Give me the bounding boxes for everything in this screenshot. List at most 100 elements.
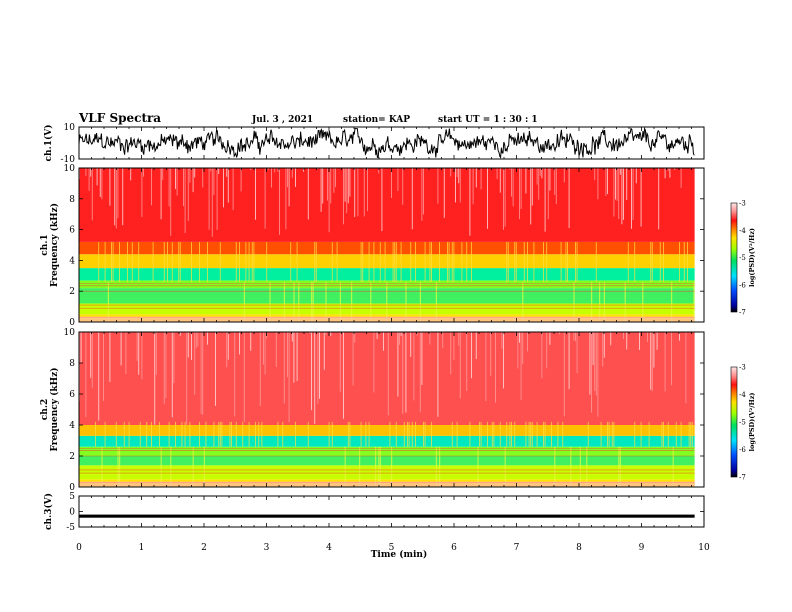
- spectrogram-streak: [475, 332, 477, 360]
- spectrogram-streak: [330, 332, 332, 337]
- spectrogram-streak: [485, 332, 487, 402]
- spectrogram-streak: [130, 168, 132, 181]
- y-axis-label: ch.3(V): [43, 493, 54, 530]
- spectrogram-streak: [325, 281, 327, 322]
- spectrogram-streak: [469, 421, 471, 447]
- spectrogram-band: [79, 268, 695, 281]
- spectrogram-streak: [394, 241, 396, 282]
- x-tick-label: 6: [451, 543, 457, 553]
- spectrogram-streak: [360, 241, 362, 282]
- spectrogram-streak: [480, 168, 482, 190]
- spectrogram-streak: [527, 332, 528, 352]
- spectrogram-streak: [546, 241, 548, 282]
- spectrogram-streak: [519, 332, 520, 343]
- spectrogram-streak: [563, 168, 565, 183]
- spectrogram-streak: [103, 332, 104, 401]
- spectrogram-streak: [101, 168, 103, 200]
- spectrogram-streak: [143, 168, 144, 177]
- colorbar-tick-label: -3: [739, 364, 746, 372]
- spectrogram-streak: [88, 168, 90, 191]
- spectrogram-streak: [240, 168, 242, 192]
- spectrogram-streak: [379, 241, 381, 282]
- y-tick-label: 0: [69, 318, 75, 328]
- y-tick-label: 2: [69, 287, 75, 297]
- spectrogram-streak: [461, 241, 463, 282]
- x-axis-label: Time (min): [371, 549, 428, 560]
- spectrogram-streak: [199, 241, 200, 282]
- x-tick-label: 10: [698, 543, 710, 553]
- spectrogram-streak: [672, 446, 674, 487]
- spectrogram-streak: [563, 332, 565, 417]
- spectrogram-streak: [336, 241, 338, 282]
- y-tick-label: 10: [64, 123, 76, 133]
- y-tick-label: 10: [64, 328, 76, 338]
- spectrogram-streak: [330, 168, 332, 204]
- x-tick-label: 5: [389, 543, 395, 553]
- spectrogram-streak: [179, 241, 181, 282]
- spectrogram-streak: [235, 241, 237, 282]
- spectrogram-streak: [295, 168, 296, 187]
- spectrogram-streak: [373, 241, 375, 282]
- spectrogram-streak: [90, 332, 92, 378]
- spectrogram-streak: [504, 446, 506, 487]
- spectrogram-streak: [128, 421, 130, 447]
- spectrogram-streak: [186, 332, 188, 425]
- spectrogram-streak: [659, 241, 661, 282]
- spectrogram-streak: [242, 421, 244, 447]
- spectrogram-streak: [328, 421, 330, 447]
- spectrogram-band: [79, 241, 695, 255]
- spectrogram-streak: [99, 168, 101, 197]
- spectrogram-streak: [311, 332, 312, 411]
- spectrogram-streak: [179, 332, 181, 336]
- spectrogram-streak: [347, 421, 349, 447]
- spectrogram-streak: [650, 241, 652, 282]
- spectrogram-streak: [127, 241, 128, 282]
- spectrogram-streak: [603, 281, 605, 322]
- spectrogram-streak: [439, 241, 440, 282]
- spectrogram-streak: [618, 446, 620, 487]
- spectrogram-streak: [168, 421, 170, 447]
- spectrogram-streak: [354, 168, 356, 218]
- spectrogram-streak: [376, 332, 378, 339]
- spectrogram-streak: [674, 168, 676, 170]
- spectrogram-streak: [119, 241, 120, 282]
- spectrogram-streak: [506, 241, 508, 282]
- spectrogram-streak: [512, 168, 514, 207]
- spectrogram-streak: [227, 168, 229, 203]
- spectrogram-streak: [520, 168, 522, 209]
- spectrogram-streak: [656, 332, 658, 350]
- spectrogram-streak: [191, 241, 192, 282]
- spectrogram-streak: [352, 332, 354, 386]
- spectrogram-streak: [101, 446, 103, 487]
- spectrogram-streak: [611, 421, 613, 447]
- spectrogram-streak: [411, 168, 413, 230]
- spectrogram-streak: [288, 168, 290, 207]
- spectrogram-streak: [431, 421, 432, 447]
- spectrogram-streak: [279, 168, 280, 235]
- spectrogram-streak: [667, 168, 669, 171]
- spectrogram-streak: [469, 168, 471, 236]
- spectrogram-streak: [650, 332, 652, 390]
- spectrogram-streak: [471, 241, 472, 282]
- spectrogram-streak: [251, 241, 253, 282]
- spectrogram-streak: [264, 168, 266, 229]
- spectrogram-streak: [642, 281, 644, 322]
- spectrogram-streak: [216, 168, 218, 230]
- spectrogram-streak: [423, 421, 424, 447]
- spectrogram-streak: [117, 168, 119, 219]
- spectrogram-streak: [531, 421, 533, 447]
- spectrogram-streak: [205, 421, 207, 447]
- spectrogram-streak: [312, 281, 314, 322]
- spectrogram-streak: [96, 168, 98, 186]
- spectrogram-streak: [405, 332, 407, 413]
- spectrogram-streak: [160, 168, 162, 220]
- spectrogram-streak: [181, 421, 183, 447]
- x-tick-label: 2: [201, 543, 207, 553]
- spectrogram-streak: [365, 421, 367, 447]
- spectrogram-streak: [162, 168, 164, 180]
- spectrogram-band: [79, 332, 695, 425]
- spectrogram-streak: [570, 446, 572, 487]
- spectrogram-streak: [114, 168, 116, 226]
- spectrogram-streak: [576, 241, 578, 282]
- spectrogram-streak: [544, 168, 546, 232]
